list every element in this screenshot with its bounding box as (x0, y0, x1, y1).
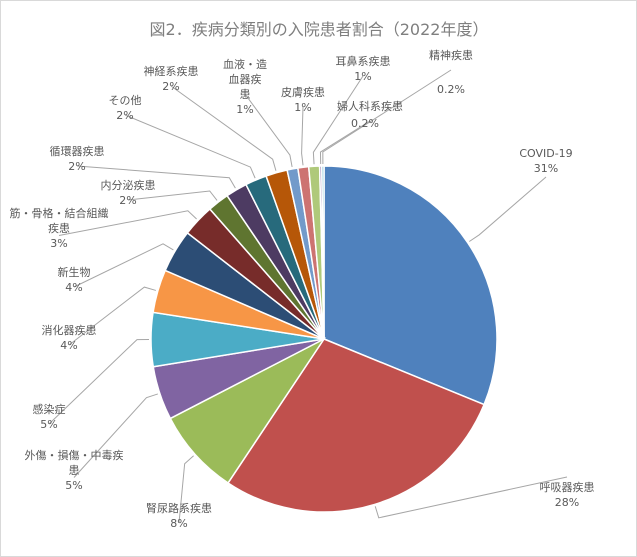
slice-percent-label: 4% (65, 281, 82, 294)
slice-category-label: 皮膚疾患 (281, 85, 325, 99)
slice-category-label: 血器疾 (229, 72, 262, 86)
slice-category-label: 患 (69, 464, 80, 477)
leader-line (124, 114, 256, 179)
slice-percent-label: 2% (116, 109, 133, 122)
slice-percent-label: 31% (534, 162, 558, 175)
leader-line (58, 210, 197, 236)
leader-line (73, 393, 158, 478)
slice-percent-label: 3% (50, 237, 67, 250)
slice-percent-label: 2% (119, 194, 136, 207)
leader-line (319, 120, 371, 165)
slice-category-label: 循環器疾患 (50, 144, 105, 158)
slice-category-label: 耳鼻系疾患 (336, 54, 391, 68)
slice-percent-label: 2% (68, 160, 85, 173)
slice-category-label: その他 (109, 94, 142, 107)
slice-category-label: 神経系疾患 (144, 64, 199, 78)
pie-slice (321, 165, 325, 340)
slice-percent-label: 2% (162, 80, 179, 93)
slice-category-label: 筋・骨格・結合組織 (10, 206, 109, 220)
slice-percent-label: 8% (170, 517, 187, 530)
slice-percent-label: 1% (236, 103, 253, 116)
slice-category-label: COVID-19 (519, 147, 572, 160)
chart-title: 図2．疾病分類別の入院患者割合（2022年度） (150, 20, 489, 39)
leader-line (244, 93, 293, 168)
data-labels: COVID-1931%呼吸器疾患28%腎尿路系疾患8%外傷・損傷・中毒疾患5%感… (10, 48, 595, 530)
slice-percent-label: 5% (40, 418, 57, 431)
slice-percent-label: 4% (60, 339, 77, 352)
leader-line (170, 85, 277, 171)
leader-line (48, 339, 150, 425)
slice-category-label: 新生物 (58, 265, 91, 279)
slice-category-label: 血液・造 (223, 57, 267, 71)
leader-line (469, 176, 547, 242)
leader-line (73, 243, 174, 288)
slice-category-label: 外傷・損傷・中毒疾 (25, 448, 124, 462)
leader-line (374, 476, 568, 519)
slice-percent-label: 0.2% (437, 83, 465, 96)
pie-slice (227, 338, 486, 513)
leader-line (312, 75, 364, 165)
slice-percent-label: 0.2% (351, 117, 379, 130)
leader-line (68, 286, 157, 346)
slice-category-label: 腎尿路系疾患 (146, 501, 212, 515)
leader-line (301, 106, 304, 166)
pie-slices (150, 165, 498, 513)
slice-category-label: 内分泌疾患 (101, 178, 156, 192)
slice-category-label: 婦人科系疾患 (337, 99, 403, 113)
slice-percent-label: 5% (65, 479, 82, 492)
slice-category-label: 呼吸器疾患 (540, 480, 595, 494)
leader-line (76, 165, 236, 189)
pie-slice (323, 165, 498, 406)
slice-category-label: 精神疾患 (429, 48, 473, 62)
slice-category-label: 感染症 (33, 402, 66, 416)
slice-category-label: 患 (240, 88, 251, 101)
slice-percent-label: 1% (354, 70, 371, 83)
slice-category-label: 消化器疾患 (42, 323, 97, 337)
slice-percent-label: 28% (555, 496, 579, 509)
leader-line (127, 190, 218, 201)
slice-percent-label: 1% (294, 101, 311, 114)
leader-lines (48, 69, 568, 524)
leader-line (178, 455, 194, 524)
slice-category-label: 疾患 (48, 221, 70, 235)
leader-line (322, 69, 452, 165)
